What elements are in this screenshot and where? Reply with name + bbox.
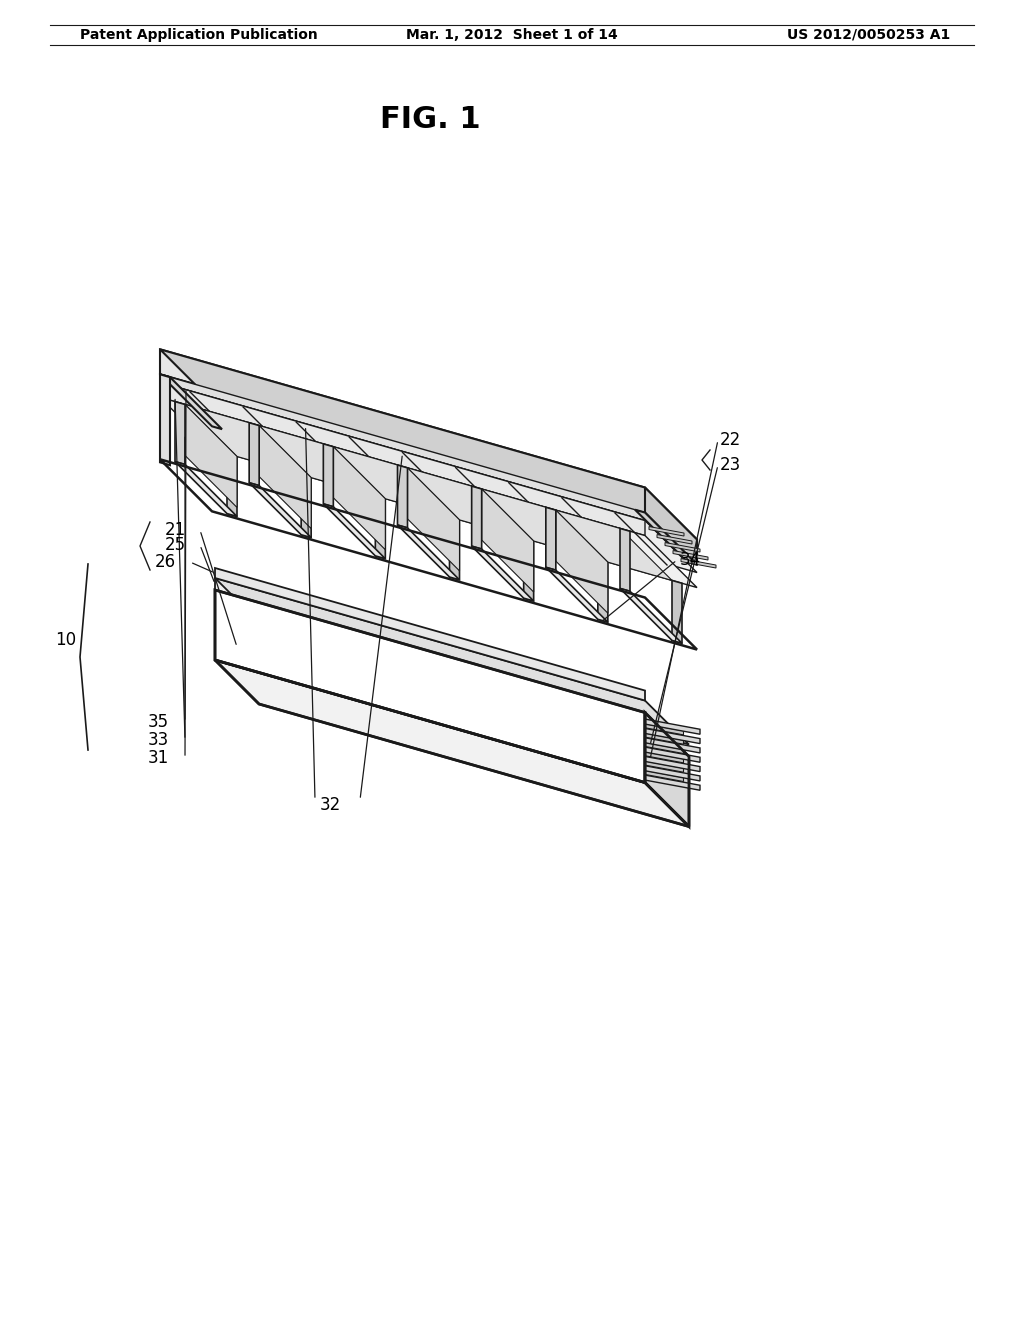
Polygon shape <box>215 660 689 826</box>
Polygon shape <box>645 738 700 752</box>
Text: 21: 21 <box>165 521 186 539</box>
Polygon shape <box>227 454 237 516</box>
Polygon shape <box>408 467 460 570</box>
Polygon shape <box>649 527 684 536</box>
Text: Patent Application Publication: Patent Application Publication <box>80 28 317 42</box>
Polygon shape <box>334 446 385 549</box>
Polygon shape <box>450 517 460 579</box>
Polygon shape <box>645 752 683 763</box>
Polygon shape <box>324 444 334 507</box>
Polygon shape <box>673 550 708 560</box>
Polygon shape <box>397 525 460 579</box>
Polygon shape <box>645 766 700 781</box>
Text: 31: 31 <box>148 748 169 767</box>
Text: 34: 34 <box>680 550 701 569</box>
Polygon shape <box>249 483 311 537</box>
Polygon shape <box>175 462 237 516</box>
Polygon shape <box>215 568 645 701</box>
Polygon shape <box>160 375 645 520</box>
Polygon shape <box>645 719 700 734</box>
Polygon shape <box>481 488 534 591</box>
Polygon shape <box>160 383 645 536</box>
Polygon shape <box>160 375 697 565</box>
Text: 25: 25 <box>165 536 186 554</box>
Polygon shape <box>472 486 481 549</box>
Polygon shape <box>397 465 408 528</box>
Polygon shape <box>259 425 376 496</box>
Polygon shape <box>376 496 385 558</box>
Text: 23: 23 <box>720 455 741 474</box>
Polygon shape <box>160 375 222 429</box>
Polygon shape <box>546 507 556 570</box>
Polygon shape <box>645 733 683 744</box>
Polygon shape <box>645 747 700 762</box>
Polygon shape <box>556 510 608 612</box>
Polygon shape <box>160 375 170 465</box>
Polygon shape <box>185 404 301 475</box>
Polygon shape <box>556 510 672 581</box>
Polygon shape <box>160 350 645 512</box>
Polygon shape <box>175 401 185 465</box>
Text: FIG. 1: FIG. 1 <box>380 106 480 135</box>
Polygon shape <box>645 723 683 735</box>
Polygon shape <box>620 528 630 591</box>
Polygon shape <box>215 578 645 713</box>
Polygon shape <box>672 581 682 643</box>
Polygon shape <box>635 510 697 565</box>
Polygon shape <box>665 543 700 552</box>
Polygon shape <box>620 589 682 643</box>
Text: 22: 22 <box>720 432 741 449</box>
Polygon shape <box>334 446 450 517</box>
Polygon shape <box>657 535 692 544</box>
Polygon shape <box>249 422 259 486</box>
Polygon shape <box>598 560 608 622</box>
Polygon shape <box>160 383 697 573</box>
Text: 33: 33 <box>148 731 169 748</box>
Polygon shape <box>681 558 716 568</box>
Text: US 2012/0050253 A1: US 2012/0050253 A1 <box>786 28 950 42</box>
Polygon shape <box>160 350 697 540</box>
Polygon shape <box>645 756 700 772</box>
Polygon shape <box>645 762 683 772</box>
Polygon shape <box>259 425 311 528</box>
Polygon shape <box>645 713 689 826</box>
Polygon shape <box>481 488 598 560</box>
Text: Mar. 1, 2012  Sheet 1 of 14: Mar. 1, 2012 Sheet 1 of 14 <box>407 28 617 42</box>
Text: 26: 26 <box>155 553 176 572</box>
Polygon shape <box>645 487 697 565</box>
Text: 32: 32 <box>319 796 341 814</box>
Polygon shape <box>645 742 683 754</box>
Polygon shape <box>523 539 534 601</box>
Polygon shape <box>324 504 385 558</box>
Text: 35: 35 <box>148 713 169 731</box>
Polygon shape <box>212 401 697 565</box>
Polygon shape <box>645 775 700 791</box>
Polygon shape <box>301 475 311 537</box>
Polygon shape <box>215 578 689 744</box>
Polygon shape <box>215 590 645 783</box>
Text: 10: 10 <box>55 631 76 649</box>
Polygon shape <box>645 729 700 743</box>
Polygon shape <box>546 568 608 622</box>
Polygon shape <box>185 404 237 507</box>
Polygon shape <box>472 546 534 601</box>
Polygon shape <box>160 397 697 587</box>
Polygon shape <box>408 467 523 539</box>
Polygon shape <box>645 771 683 781</box>
